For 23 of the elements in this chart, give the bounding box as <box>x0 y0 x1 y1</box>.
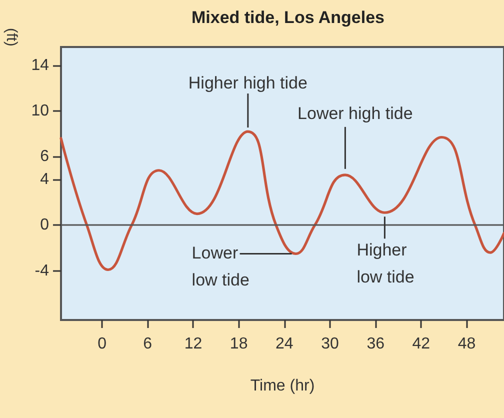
x-tick-label: 36 <box>366 336 385 352</box>
x-tick-label: 18 <box>230 336 248 352</box>
annotation: Higher low tide <box>356 240 414 287</box>
y-tick-label: 0 <box>40 216 50 234</box>
annotation: Lower high tide <box>298 104 413 123</box>
y-tick-label: 10 <box>31 102 50 120</box>
x-tick-label: 30 <box>321 336 339 352</box>
y-tick-label: 14 <box>31 56 50 74</box>
x-tick-label: 48 <box>458 336 476 352</box>
line-series <box>60 130 504 272</box>
x-axis-title: Time (hr) <box>250 378 315 394</box>
x-tick-label: 12 <box>184 336 202 352</box>
annotation: Lower low tide <box>192 244 250 290</box>
y-axis-title: (ft) <box>3 28 20 46</box>
y-tick-label: -4 <box>34 262 50 280</box>
annotation: Higher high tide <box>188 74 308 93</box>
x-tick-label: 6 <box>143 336 152 352</box>
chart-title: Mixed tide, Los Angeles <box>191 8 385 27</box>
x-tick-label: 24 <box>276 336 294 352</box>
x-tick-label: 42 <box>412 336 430 352</box>
y-tick-label: 4 <box>40 171 50 188</box>
y-tick-label: 6 <box>40 148 50 166</box>
x-tick-label: 0 <box>98 336 107 352</box>
